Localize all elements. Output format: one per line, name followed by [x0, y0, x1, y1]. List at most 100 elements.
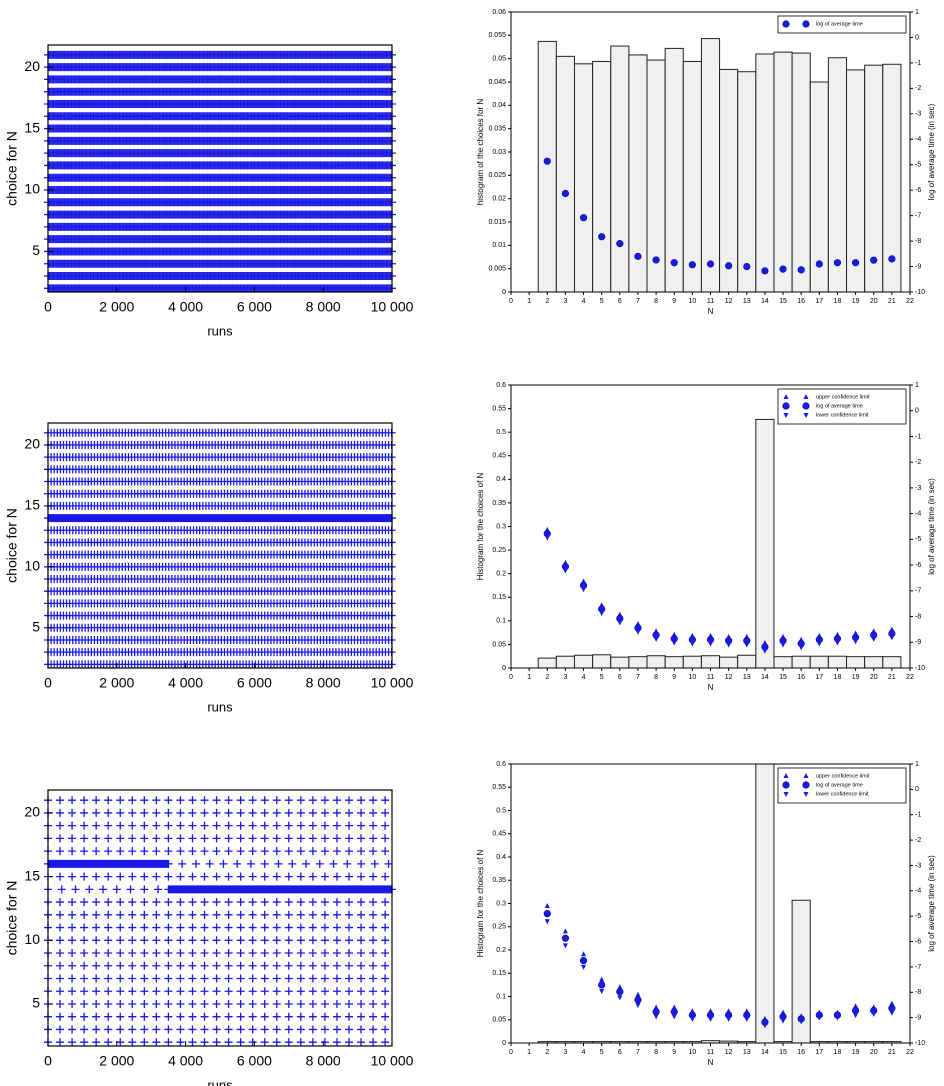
x-tick-label: 2 000 [99, 675, 134, 691]
bar [809, 655, 829, 669]
x-tick-label: 7 [636, 1049, 640, 1056]
x-tick-label: 3 [563, 298, 567, 305]
x-tick-label: 9 [672, 298, 676, 305]
point [561, 934, 570, 942]
bar [846, 656, 866, 669]
y-tick-label: 0.15 [492, 594, 506, 601]
y-tick-label: 0.15 [492, 970, 506, 977]
run-marks [44, 999, 390, 1008]
x-tick-label: 4 000 [168, 675, 203, 691]
x-tick-label: 0 [509, 298, 513, 305]
run-marks [44, 923, 390, 932]
legend-marker [802, 781, 810, 789]
y2-tick-label: 0 [915, 408, 919, 415]
legend-marker [783, 413, 789, 418]
y2-tick-label: -10 [915, 665, 925, 672]
x-axis-label: N [708, 1058, 714, 1067]
y-tick-label: 15 [24, 867, 40, 883]
legend-marker [803, 394, 809, 399]
bar [646, 655, 666, 669]
y2-tick-label: -1 [915, 433, 921, 440]
y-tick-label: 0.3 [496, 900, 506, 907]
run-marks [44, 808, 390, 817]
run-marks [44, 198, 396, 207]
x-tick-label: 8 [654, 674, 658, 681]
run-marks [44, 477, 396, 486]
point [635, 991, 641, 997]
y-tick-label: 0.1 [496, 993, 506, 1000]
run-marks [44, 821, 390, 830]
run-marks [44, 50, 396, 59]
point [853, 1013, 859, 1019]
point [853, 1003, 859, 1009]
x-tick-label: 11 [707, 298, 714, 305]
point [744, 1016, 750, 1022]
y-tick-label: 0 [502, 289, 506, 296]
y-tick-label: 0.6 [496, 382, 506, 389]
x-axis-label: runs [207, 323, 233, 338]
y-tick-label: 0.2 [496, 571, 506, 578]
legend-marker [802, 20, 810, 28]
y2-axis-label: log of average time (in sec) [927, 855, 936, 952]
point [798, 1019, 804, 1025]
x-tick-label: 12 [725, 1049, 733, 1056]
legend-label: upper confidence limit [816, 773, 870, 779]
y-tick-label: 0.005 [488, 266, 506, 273]
y2-tick-label: -9 [915, 263, 921, 270]
point [670, 1008, 678, 1016]
y-tick-label: 0.4 [496, 476, 506, 483]
point [579, 956, 588, 965]
plot-frame [47, 789, 393, 1047]
point [670, 259, 678, 267]
y-tick-label: 0.05 [492, 1017, 506, 1024]
legend-box [777, 388, 907, 425]
point [779, 265, 787, 273]
point [561, 189, 570, 198]
y2-axis-label: log of average time (in sec) [927, 103, 936, 200]
bar [700, 655, 721, 669]
point [635, 1002, 641, 1008]
y2-tick-label: -7 [915, 964, 921, 971]
run-marks [164, 859, 393, 868]
y-tick-label: 0.05 [492, 56, 506, 63]
run-marks [44, 575, 396, 584]
y2-tick-label: -6 [915, 187, 921, 194]
y2-tick-label: -3 [915, 862, 921, 869]
point [543, 910, 551, 918]
y2-tick-label: 1 [915, 382, 919, 389]
run-marks [44, 910, 390, 919]
x-tick-label: 2 [545, 298, 549, 305]
y-tick-label: 0.55 [492, 405, 506, 412]
run-marks [44, 247, 396, 256]
x-tick-label: 5 [600, 674, 604, 681]
point [744, 642, 750, 648]
y-tick-label: 0.035 [488, 126, 506, 133]
run-marks [44, 961, 390, 970]
point [617, 620, 623, 626]
y2-tick-label: -8 [915, 989, 921, 996]
x-axis-label: N [708, 307, 714, 316]
x-tick-label: 10 [688, 1049, 696, 1056]
y2-tick-label: -10 [915, 289, 925, 296]
x-tick-label: 10 [688, 674, 696, 681]
point [544, 535, 550, 541]
x-tick-label: 16 [797, 298, 805, 305]
y2-tick-label: 0 [915, 34, 919, 41]
x-tick-label: 2 [545, 674, 549, 681]
run-marks [44, 75, 396, 84]
legend-label: log of average time [816, 782, 863, 788]
bar [555, 55, 575, 293]
point [889, 635, 895, 641]
y2-tick-label: -9 [915, 639, 921, 646]
run-marks [44, 949, 390, 958]
run-marks [44, 599, 396, 608]
x-tick-label: 9 [672, 674, 676, 681]
x-tick-label: 5 [600, 1049, 604, 1056]
x-axis-label: runs [207, 1077, 233, 1086]
legend-marker [783, 773, 789, 778]
bar [864, 656, 884, 669]
bar [592, 60, 612, 293]
bar [664, 47, 684, 293]
y-tick-label: 15 [24, 497, 40, 513]
run-marks [44, 635, 396, 644]
